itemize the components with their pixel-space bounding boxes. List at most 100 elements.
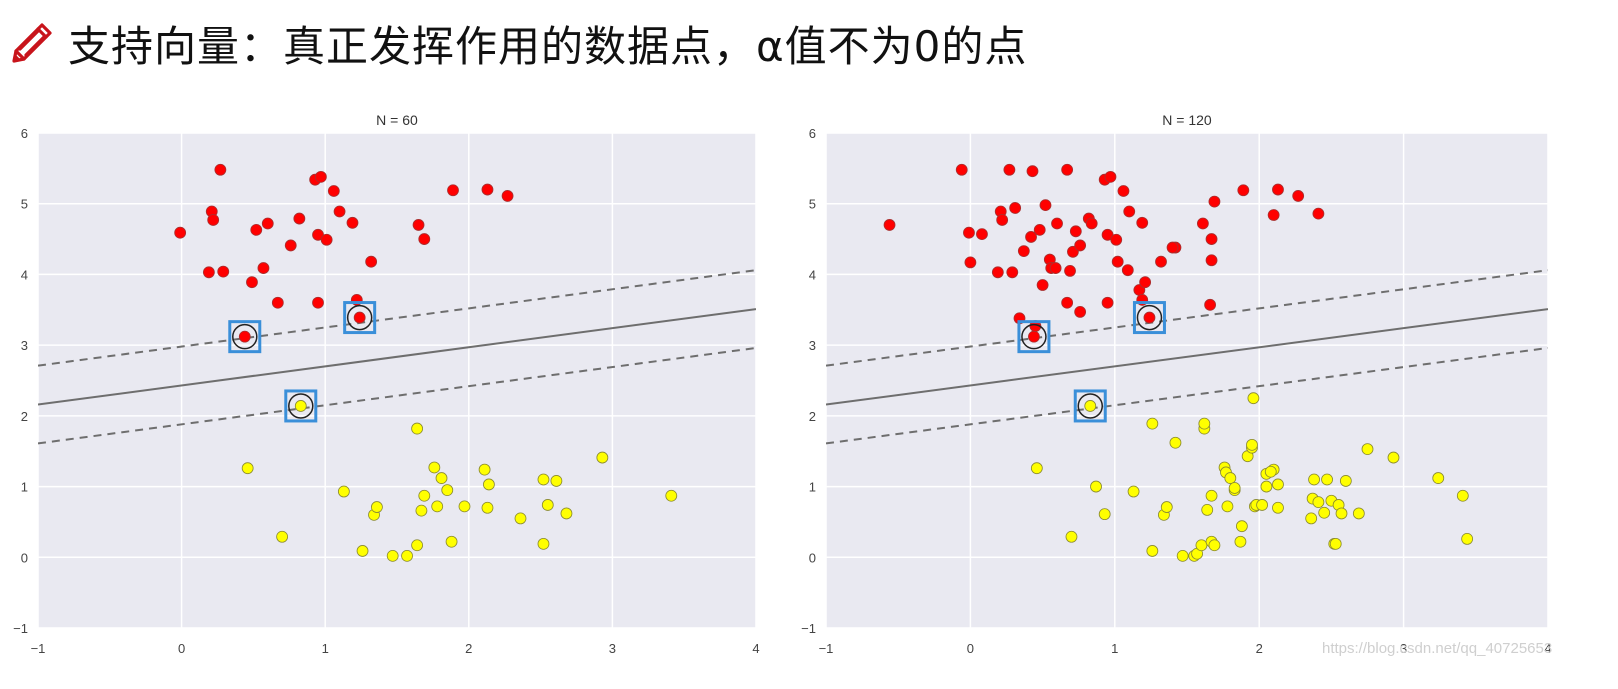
margin-line-upper xyxy=(826,269,1548,367)
data-point-class_yellow xyxy=(1098,508,1111,521)
data-point-class_red xyxy=(1110,233,1123,246)
data-point-class_yellow xyxy=(560,507,573,520)
x-tick-label: −1 xyxy=(819,641,834,656)
data-point-class_yellow xyxy=(1176,549,1189,562)
data-point-class_red xyxy=(1208,195,1221,208)
data-point-class_yellow xyxy=(431,500,444,513)
data-point-class_red xyxy=(1292,190,1305,202)
data-point-class_red xyxy=(320,233,333,246)
data-point-class_red xyxy=(976,228,988,241)
data-point-class_red xyxy=(261,217,274,230)
data-point-class_red xyxy=(238,330,251,343)
data-point-class_yellow xyxy=(294,400,307,412)
data-point-class_yellow xyxy=(596,451,609,464)
support-vector-ring xyxy=(1077,393,1104,419)
y-tick-label: 5 xyxy=(809,197,816,212)
support-vector-ring xyxy=(346,304,373,331)
data-point-class_yellow xyxy=(1264,465,1277,478)
data-point-class_yellow xyxy=(1432,472,1445,484)
data-point-class_red xyxy=(1064,264,1076,277)
data-point-class_yellow xyxy=(1352,507,1365,520)
data-point-class_yellow xyxy=(415,504,428,517)
data-point-class_red xyxy=(214,163,227,176)
data-point-class_yellow xyxy=(458,500,471,513)
data-point-class_yellow xyxy=(1221,500,1234,513)
data-point-class_red xyxy=(1123,205,1136,218)
data-point-class_yellow xyxy=(428,461,441,474)
data-point-class_yellow xyxy=(1312,496,1325,509)
data-point-class_red xyxy=(1051,217,1063,230)
data-point-class_red xyxy=(365,255,378,268)
data-point-class_red xyxy=(1049,262,1062,274)
data-point-class_yellow xyxy=(1329,537,1342,550)
data-point-class_red xyxy=(1121,264,1134,277)
data-point-class_yellow xyxy=(541,499,554,511)
data-point-class_yellow xyxy=(435,472,448,484)
data-point-class_red xyxy=(346,216,359,229)
data-point-class_red xyxy=(1009,202,1022,214)
y-tick-label: 1 xyxy=(809,480,816,495)
scatter-plot-n120: N = 120 −1 0 1 2 3 4 −1 0 1 2 3 4 5 6 xyxy=(801,112,1551,656)
data-point-class_red xyxy=(284,239,297,252)
data-point-class_red xyxy=(1136,216,1149,229)
data-point-class_yellow xyxy=(1146,417,1159,430)
data-point-class_red xyxy=(1025,231,1037,243)
data-point-class_yellow xyxy=(1030,462,1043,475)
data-point-class_yellow xyxy=(1260,480,1273,493)
chart-n120: N = 120 −1 0 1 2 3 4 −1 0 1 2 3 4 5 6 xyxy=(788,100,1618,675)
data-point-class_yellow xyxy=(1195,539,1208,552)
support-vector-highlight-box xyxy=(1073,389,1107,423)
scatter-plot-n60: N = 60 −1 0 1 2 3 4 −1 0 1 2 3 4 5 6 xyxy=(13,112,759,656)
data-point-class_red xyxy=(955,163,968,176)
x-tick-label: 4 xyxy=(1544,641,1551,656)
data-point-class_yellow xyxy=(537,537,550,550)
data-point-class_yellow xyxy=(337,485,350,498)
data-point-class_yellow xyxy=(356,545,369,557)
data-point-class_red xyxy=(1085,217,1098,230)
data-point-class_yellow xyxy=(1247,392,1260,405)
support-vector-ring xyxy=(232,323,258,350)
margin-line-upper xyxy=(38,269,756,367)
data-point-class_yellow xyxy=(1090,480,1102,493)
y-tick-label: 0 xyxy=(21,550,28,565)
y-tick-label: 1 xyxy=(21,480,28,495)
data-point-class_red xyxy=(1036,279,1049,291)
data-point-class_yellow xyxy=(1339,475,1352,487)
data-point-class_yellow xyxy=(241,462,254,475)
data-point-class_yellow xyxy=(1198,417,1211,430)
y-tick-label: 4 xyxy=(809,267,816,282)
x-tick-label: 3 xyxy=(609,641,616,656)
data-point-class_yellow xyxy=(1256,499,1268,511)
data-point-class_yellow xyxy=(1335,507,1348,520)
data-point-class_yellow xyxy=(1201,504,1214,516)
data-point-class_red xyxy=(883,219,896,231)
support-vector-highlight-box xyxy=(1132,301,1166,335)
slide-header: 支持向量：真正发挥作用的数据点，α值不为0的点 xyxy=(8,10,1027,76)
data-point-class_red xyxy=(202,266,215,279)
data-point-class_red xyxy=(1074,239,1087,252)
data-point-class_yellow xyxy=(370,501,383,513)
data-point-class_red xyxy=(1028,330,1040,343)
x-tick-label: 3 xyxy=(1400,641,1407,656)
data-point-class_red xyxy=(312,296,324,309)
data-point-class_red xyxy=(964,256,977,269)
data-point-class_red xyxy=(246,276,258,289)
data-point-class_yellow xyxy=(1169,436,1182,449)
data-point-class_red xyxy=(1205,233,1218,245)
data-point-class_red xyxy=(327,185,340,197)
data-point-class_red xyxy=(271,296,284,309)
data-point-class_yellow xyxy=(276,530,289,543)
x-tick-label: 0 xyxy=(178,641,185,656)
data-point-class_yellow xyxy=(478,463,491,476)
y-tick-label: 2 xyxy=(809,409,816,424)
data-point-class_red xyxy=(1033,223,1046,236)
data-point-class_red xyxy=(447,184,459,197)
data-point-class_yellow xyxy=(1387,451,1400,464)
data-point-class_yellow xyxy=(418,489,431,502)
data-point-class_red xyxy=(1143,311,1156,324)
data-point-class_red xyxy=(1237,184,1250,197)
data-point-class_yellow xyxy=(1321,473,1333,486)
decision-boundary-line xyxy=(38,308,756,406)
support-vector-highlight-box xyxy=(343,301,377,335)
support-vector-highlight-box xyxy=(228,320,262,354)
